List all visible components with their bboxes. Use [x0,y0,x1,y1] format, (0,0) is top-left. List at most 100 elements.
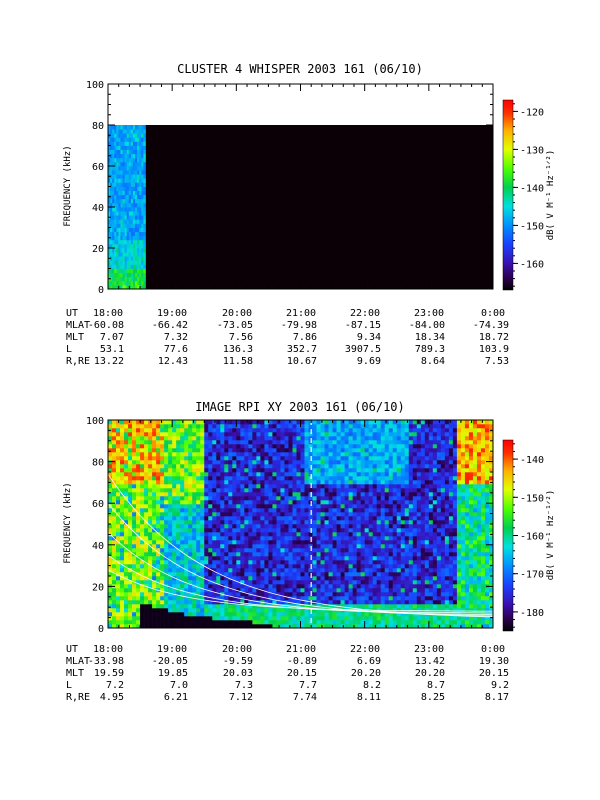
spectrogram-cell [224,476,229,481]
spectrogram-cell [404,596,410,601]
spectrogram-cell [256,592,261,597]
spectrogram-cell [236,488,241,493]
spectrogram-cell [396,504,402,509]
spectrogram-cell [156,616,161,621]
spectrogram-cell [336,572,341,577]
spectrogram-cell [332,508,337,513]
spectrogram-cell [188,616,193,621]
spectrogram-cell [128,460,133,465]
spectrogram-cell [132,588,137,593]
spectrogram-cell [124,544,129,549]
spectrogram-cell [188,604,193,609]
spectrogram-cell [124,248,128,253]
spectrogram-cell [176,460,181,465]
spectrogram-cell [356,508,361,513]
spectrogram-cell [308,460,313,465]
spectrogram-cell [240,544,245,549]
spectrogram-cell [112,264,115,269]
ephemeris-cell: 23:00 [414,308,444,319]
spectrogram-cell [116,596,121,601]
spectrogram-cell [344,532,349,537]
spectrogram-cell [396,456,402,461]
spectrogram-cell [380,444,386,449]
spectrogram-cell [204,492,209,497]
spectrogram-cell [156,500,161,505]
spectrogram-cell [140,428,145,433]
spectrogram-cell [156,496,161,501]
spectrogram-cell [128,260,132,265]
spectrogram-cell [316,496,321,501]
spectrogram-cell [388,428,394,433]
spectrogram-cell [192,472,197,477]
spectrogram-cell [272,620,277,625]
spectrogram-cell [396,624,402,629]
spectrogram-cell [280,424,285,429]
spectrogram-cell [118,178,121,183]
spectrogram-cell [148,604,153,609]
spectrogram-cell [148,440,153,445]
spectrogram-cell [328,568,333,573]
spectrogram-cell [143,235,146,241]
spectrogram-cell [132,548,137,553]
spectrogram-cell [300,596,305,601]
spectrogram-cell [408,444,414,449]
spectrogram-cell [388,580,394,585]
spectrogram-cell [400,436,406,441]
spectrogram-cell [124,207,128,212]
spectrogram-cell [280,500,285,505]
spectrogram-cell [264,484,269,489]
spectrogram-cell [208,624,213,629]
spectrogram-cell [204,548,209,553]
spectrogram-cell [296,592,301,597]
spectrogram-cell [204,592,209,597]
spectrogram-cell [112,276,115,282]
spectrogram-cell [392,472,398,477]
spectrogram-cell [300,512,305,517]
spectrogram-cell [236,556,241,561]
spectrogram-cell [276,484,281,489]
spectrogram-cell [284,564,289,569]
spectrogram-cell [128,280,132,286]
spectrogram-cell [360,456,365,461]
spectrogram-cell [208,420,213,425]
spectrogram-cell [384,540,390,545]
spectrogram-cell [268,536,273,541]
spectrogram-cell [404,572,410,577]
spectrogram-cell [348,528,353,533]
spectrogram-cell [172,484,177,489]
spectrogram-cell [128,252,132,257]
spectrogram-cell [130,194,134,200]
spectrogram-cell [120,178,123,183]
spectrogram-cell [152,420,157,425]
spectrogram-cell [152,440,157,445]
spectrogram-cell [135,248,138,253]
spectrogram-cell [172,572,177,577]
spectrogram-cell [356,480,361,485]
spectrogram-cell [348,612,353,617]
spectrogram-cell [344,420,349,425]
spectrogram-cell [137,211,140,216]
spectrogram-cell [132,260,136,265]
no-data-region [108,125,493,289]
spectrogram-cell [114,178,117,183]
spectrogram-cell [360,420,365,425]
spectrogram-cell [344,440,349,445]
spectrogram-cell [212,500,217,505]
spectrogram-cell [320,552,325,557]
spectrogram-cell [124,243,128,249]
spectrogram-cell [212,428,217,433]
spectrogram-cell [404,444,410,449]
spectrogram-cell [140,596,145,601]
spectrogram-cell [272,572,277,577]
spectrogram-cell [364,624,369,629]
spectrogram-cell [244,620,249,625]
spectrogram-cell [284,588,289,593]
spectrogram-cell [288,476,293,481]
spectrogram-cell [280,608,285,613]
spectrogram-cell [320,508,325,513]
spectrogram-cell [252,524,257,529]
spectrogram-cell [328,440,333,445]
spectrogram-cell [184,472,189,477]
spectrogram-cell [272,612,277,617]
spectrogram-cell [216,556,221,561]
